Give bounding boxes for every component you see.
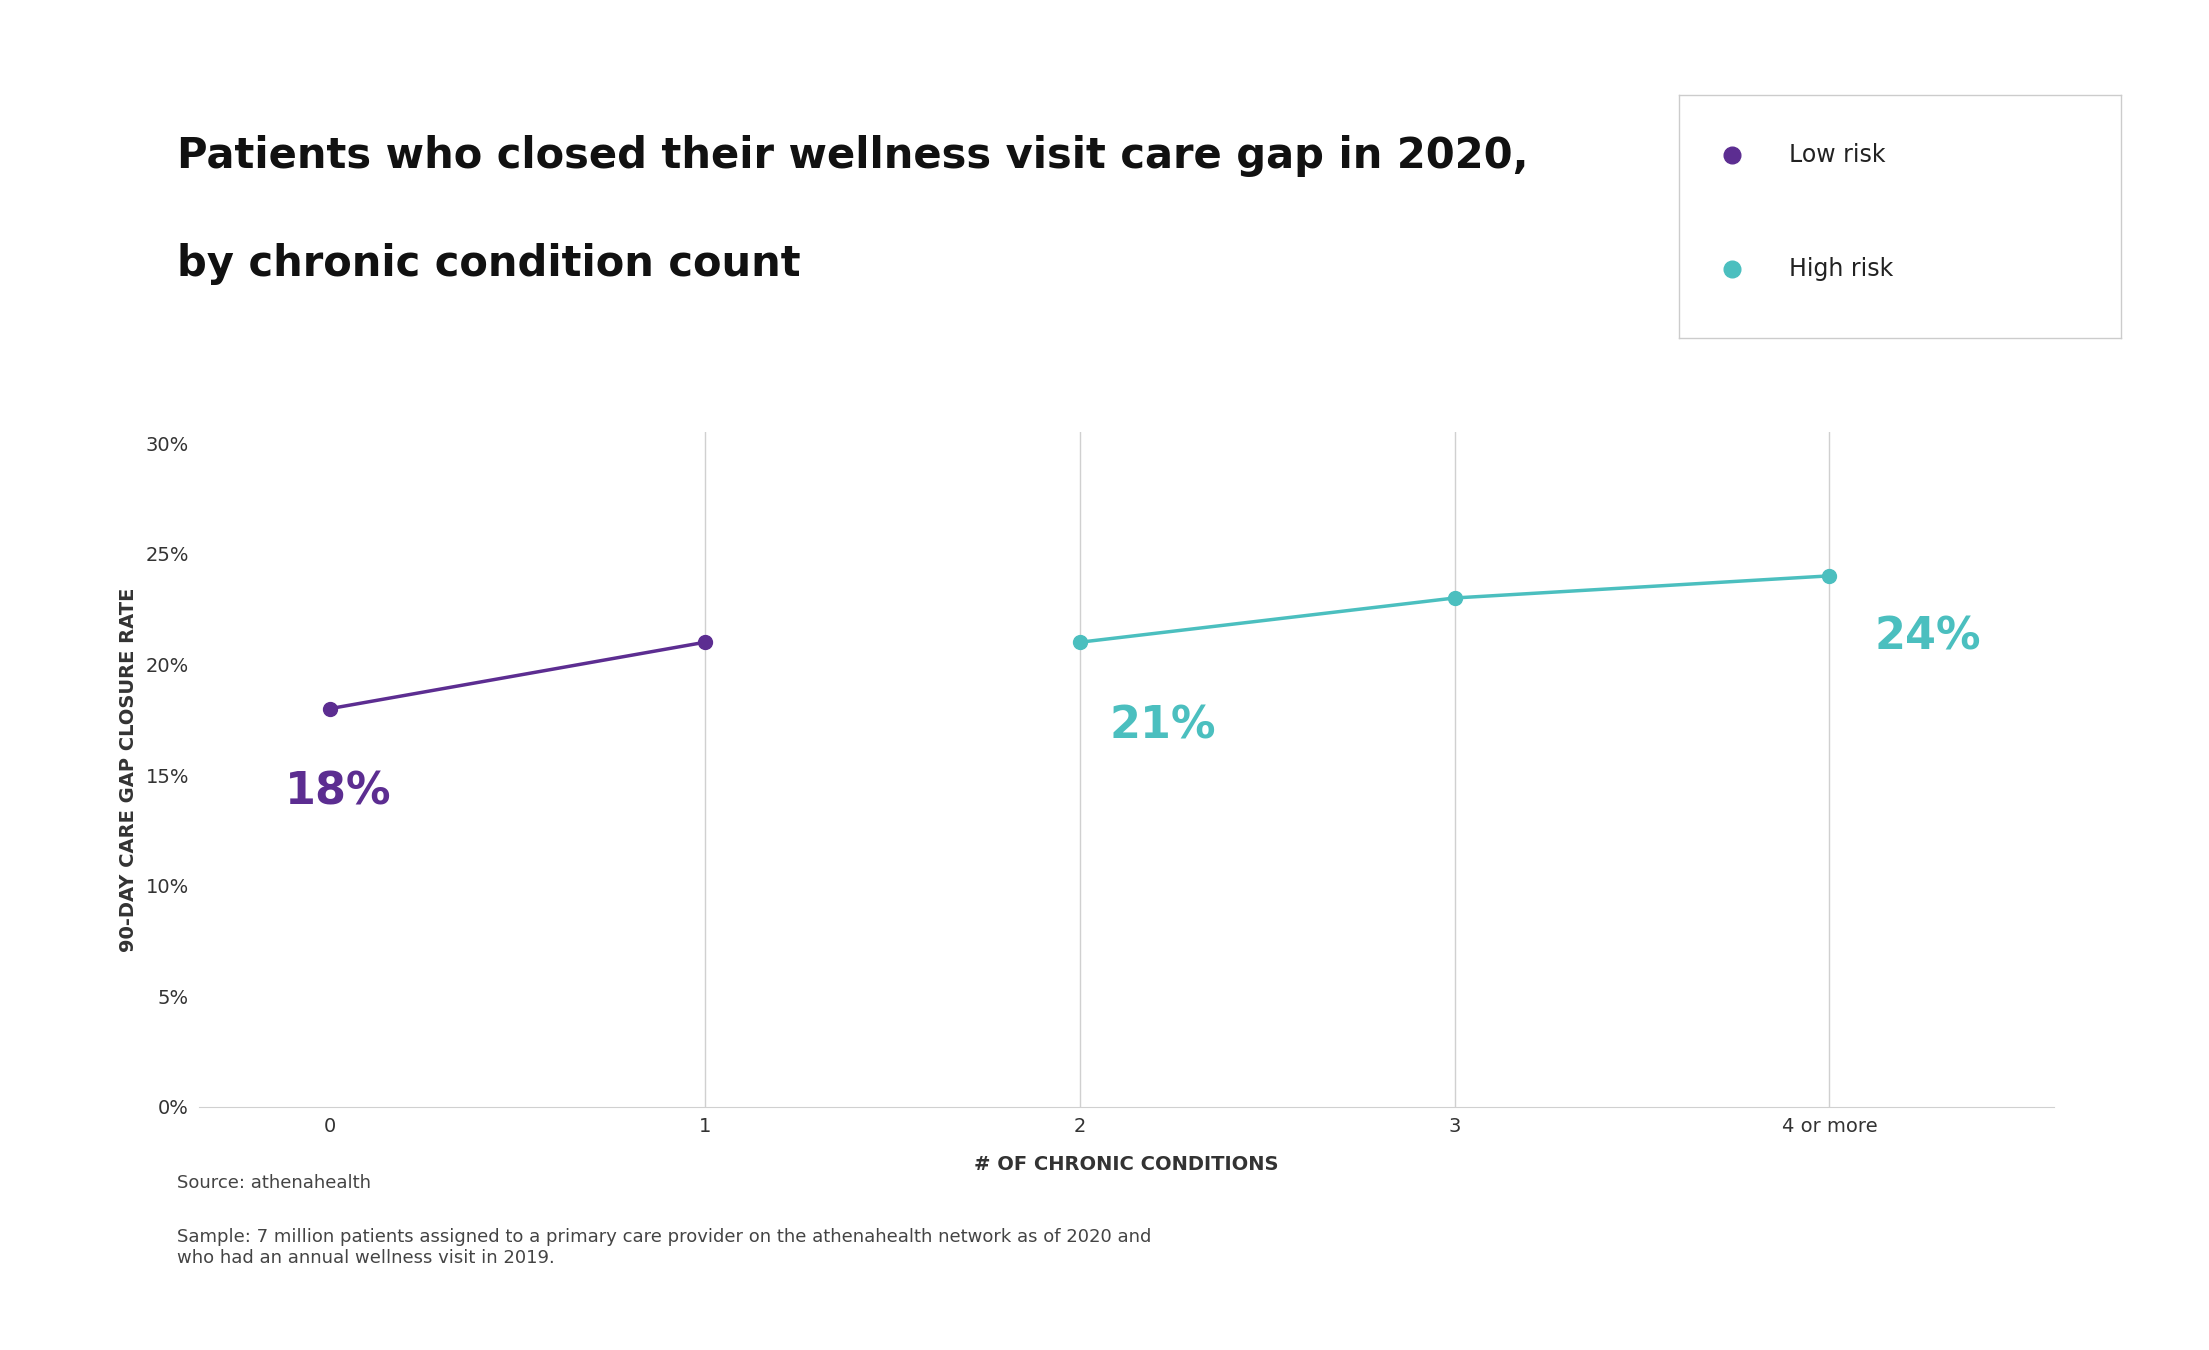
Text: 24%: 24% [1875,616,1981,659]
Text: by chronic condition count: by chronic condition count [177,243,800,285]
Text: Low risk: Low risk [1789,143,1886,167]
Text: High risk: High risk [1789,258,1893,281]
X-axis label: # OF CHRONIC CONDITIONS: # OF CHRONIC CONDITIONS [974,1156,1279,1174]
Text: Source: athenahealth: Source: athenahealth [177,1174,371,1192]
Text: 18%: 18% [285,771,391,814]
Text: Patients who closed their wellness visit care gap in 2020,: Patients who closed their wellness visit… [177,135,1529,177]
Text: 21%: 21% [1109,705,1217,747]
Text: Sample: 7 million patients assigned to a primary care provider on the athenaheal: Sample: 7 million patients assigned to a… [177,1228,1151,1268]
Y-axis label: 90-DAY CARE GAP CLOSURE RATE: 90-DAY CARE GAP CLOSURE RATE [119,587,139,952]
